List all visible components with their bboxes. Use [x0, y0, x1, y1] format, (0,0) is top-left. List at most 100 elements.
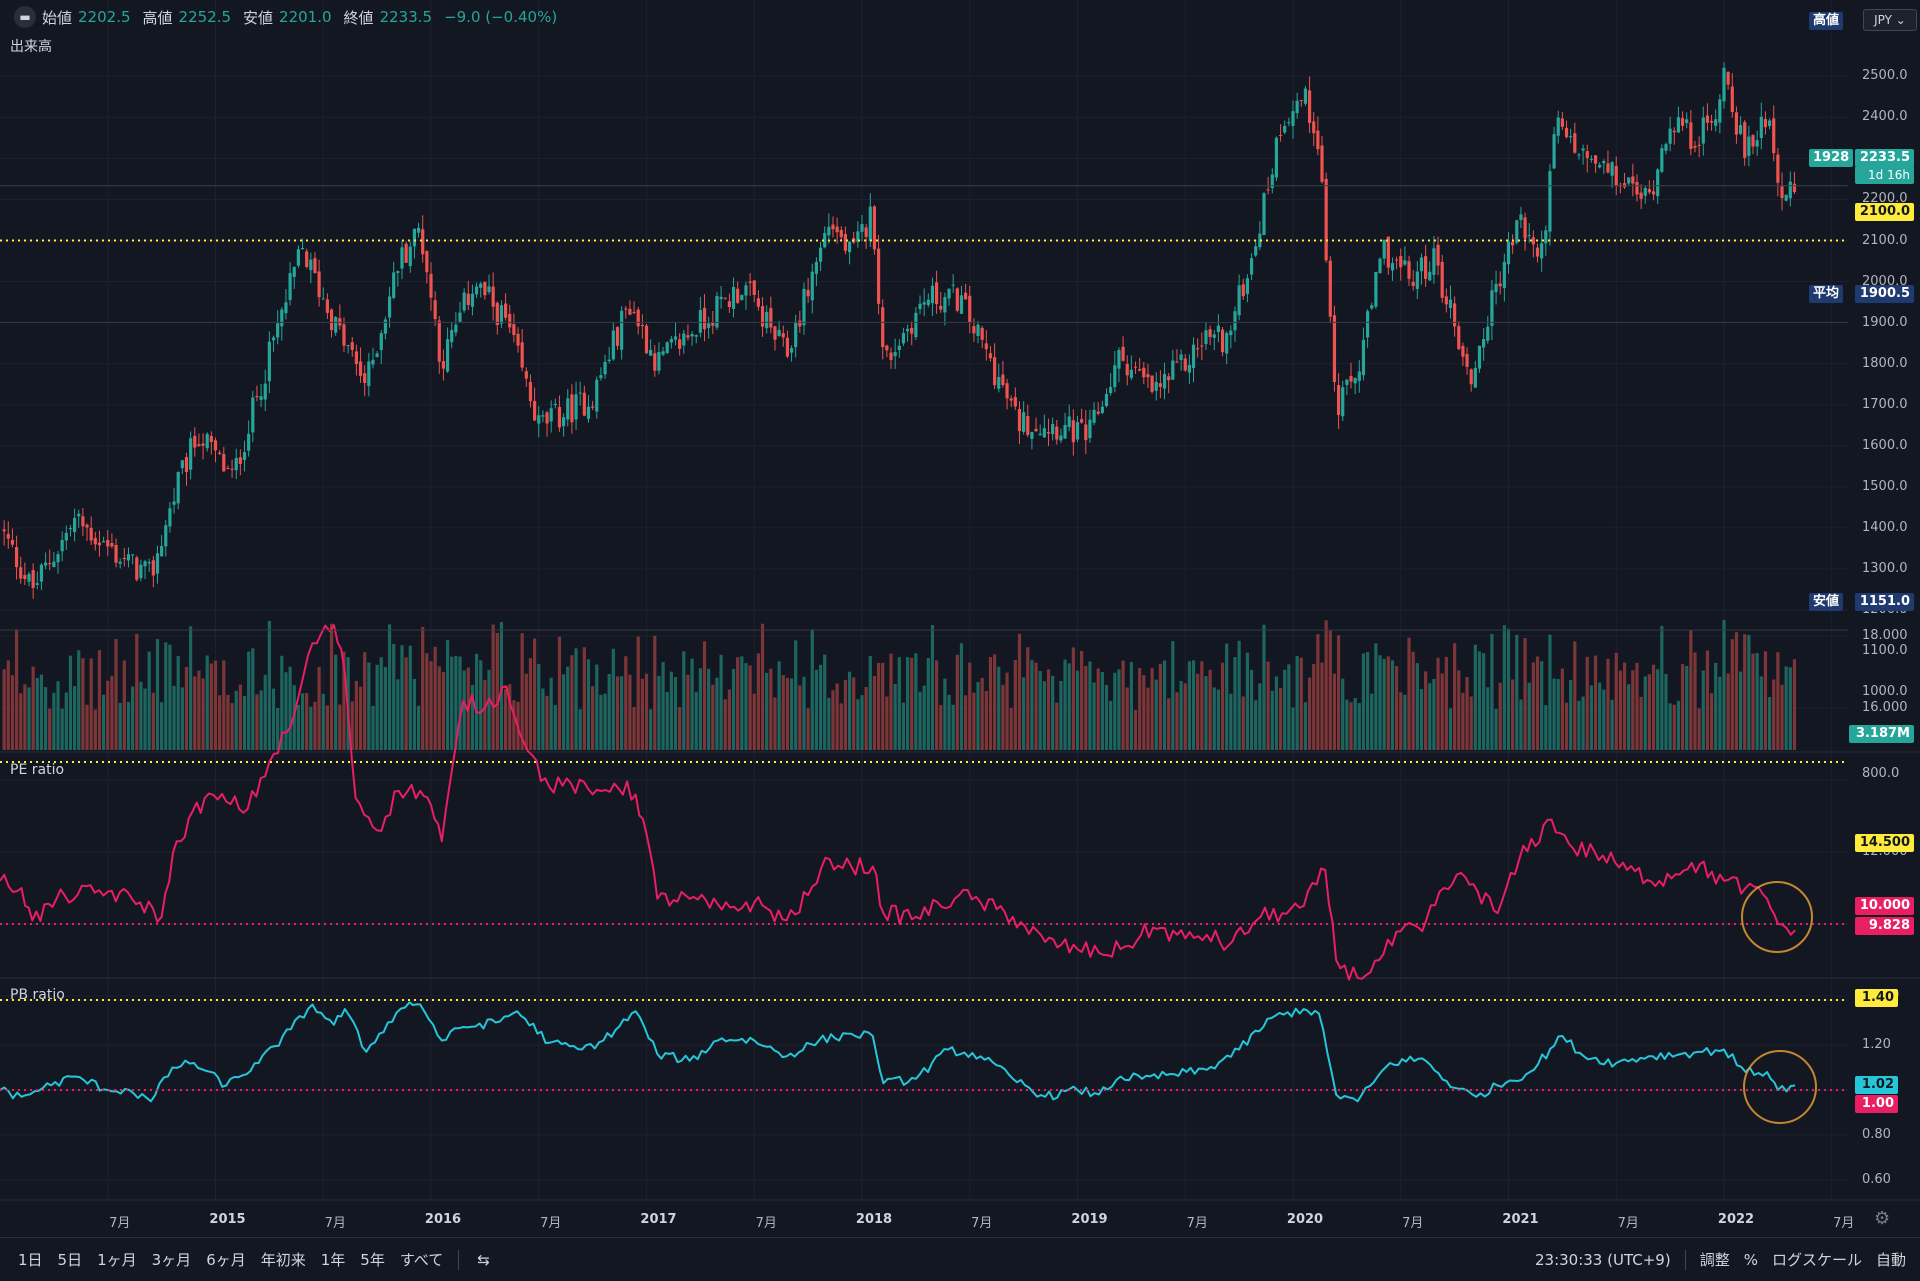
volume-bar [905, 657, 910, 750]
candle-body [968, 295, 972, 323]
volume-bar [300, 693, 305, 750]
volume-bar [934, 660, 939, 750]
candle-body [508, 313, 512, 328]
candle-body [959, 295, 964, 314]
volume-bar [1183, 683, 1187, 750]
currency-selector[interactable]: JPY ⌄ [1863, 9, 1917, 31]
candle-body [669, 338, 673, 343]
settings-gear-icon[interactable]: ⚙ [1874, 1208, 1891, 1229]
volume-bar [814, 669, 819, 750]
candle-body [1676, 117, 1681, 133]
candle-body [160, 546, 164, 557]
pb-ref-tag: 1.00 [1855, 1095, 1898, 1113]
candle-body [773, 326, 777, 340]
candle-body [1598, 164, 1602, 168]
adjust-button[interactable]: 調整 [1699, 1251, 1730, 1269]
volume-bar [632, 707, 636, 750]
volume-bar [450, 656, 454, 750]
candle-body [893, 352, 897, 357]
volume-bar [379, 657, 383, 750]
candle-body [1357, 371, 1361, 381]
range-button-4[interactable]: 6ヶ月 [206, 1251, 246, 1269]
volume-bar [976, 682, 980, 750]
candle-body [458, 312, 462, 322]
candle-body [690, 333, 694, 337]
volume-bar [1017, 633, 1022, 750]
candle-body [1461, 345, 1465, 357]
volume-bar [462, 670, 466, 750]
volume-bar [959, 643, 964, 750]
volume-bar [802, 676, 806, 750]
volume-bar [230, 703, 234, 750]
auto-scale-button[interactable]: 自動 [1875, 1251, 1906, 1269]
candle-body [1643, 187, 1647, 196]
candle-body [1241, 284, 1245, 297]
volume-bar [271, 688, 276, 750]
range-button-2[interactable]: 1ヶ月 [97, 1251, 137, 1269]
range-button-8[interactable]: すべて [399, 1251, 444, 1269]
volume-bar [1142, 675, 1146, 750]
volume-bar [400, 645, 404, 750]
range-button-7[interactable]: 5年 [360, 1251, 385, 1269]
volume-bar [512, 700, 516, 750]
candle-body [97, 542, 102, 546]
volume-bar [1038, 671, 1042, 750]
volume-bar [425, 653, 429, 750]
volume-bar [595, 664, 599, 750]
candle-body [19, 567, 23, 579]
candle-body [1013, 397, 1017, 407]
log-scale-button[interactable]: ログスケール [1771, 1251, 1862, 1269]
volume-bar [537, 664, 541, 750]
volume-bar [135, 633, 139, 750]
candle-body [1527, 235, 1531, 237]
candle-body [131, 554, 135, 556]
candle-body [234, 457, 238, 471]
volume-bar [566, 666, 570, 750]
percent-button[interactable]: % [1743, 1250, 1758, 1269]
candle-body [503, 303, 508, 318]
candle-body [537, 415, 541, 424]
volume-bar [1084, 665, 1088, 750]
volume-bar [789, 678, 794, 750]
range-button-5[interactable]: 年初来 [260, 1251, 306, 1269]
volume-bar [549, 677, 553, 750]
range-button-0[interactable]: 1日 [18, 1251, 43, 1269]
volume-bar [1502, 625, 1506, 750]
candle-body [1278, 135, 1283, 137]
candle-body [1639, 192, 1643, 199]
candle-body [1428, 271, 1432, 281]
candle-body [769, 308, 773, 328]
candle-body [922, 302, 926, 305]
range-button-1[interactable]: 5日 [57, 1251, 83, 1269]
volume-bar [1722, 620, 1726, 750]
volume-bar [1457, 670, 1461, 750]
volume-bar [1320, 662, 1324, 750]
volume-bar [1336, 635, 1341, 750]
candle-body [305, 251, 309, 267]
candle-body [313, 258, 317, 274]
candle-body [85, 524, 89, 528]
candle-body [1258, 233, 1262, 248]
candle-body [1581, 148, 1585, 151]
candle-body [48, 563, 52, 565]
volume-bar [1262, 624, 1266, 750]
candle-body [702, 307, 707, 330]
candle-body [1589, 158, 1593, 160]
open-label: 始値 [42, 8, 73, 27]
candle-body [731, 286, 736, 309]
volume-bar [653, 635, 657, 750]
candle-body [1573, 133, 1577, 153]
range-button-3[interactable]: 3ヶ月 [151, 1251, 192, 1269]
collapse-icon[interactable]: ▬ [14, 6, 36, 28]
candle-body [1494, 283, 1498, 293]
volume-bar [1307, 677, 1312, 750]
volume-bar [172, 685, 176, 750]
volume-bar [1150, 668, 1154, 750]
volume-tag: 3.187M [1849, 725, 1914, 743]
compare-icon[interactable]: ⇆ [477, 1250, 490, 1269]
range-button-6[interactable]: 1年 [320, 1251, 346, 1269]
clock-time[interactable]: 23:30:33 (UTC+9) [1534, 1250, 1671, 1269]
volume-bar [296, 704, 300, 750]
volume-bar [1225, 643, 1229, 750]
